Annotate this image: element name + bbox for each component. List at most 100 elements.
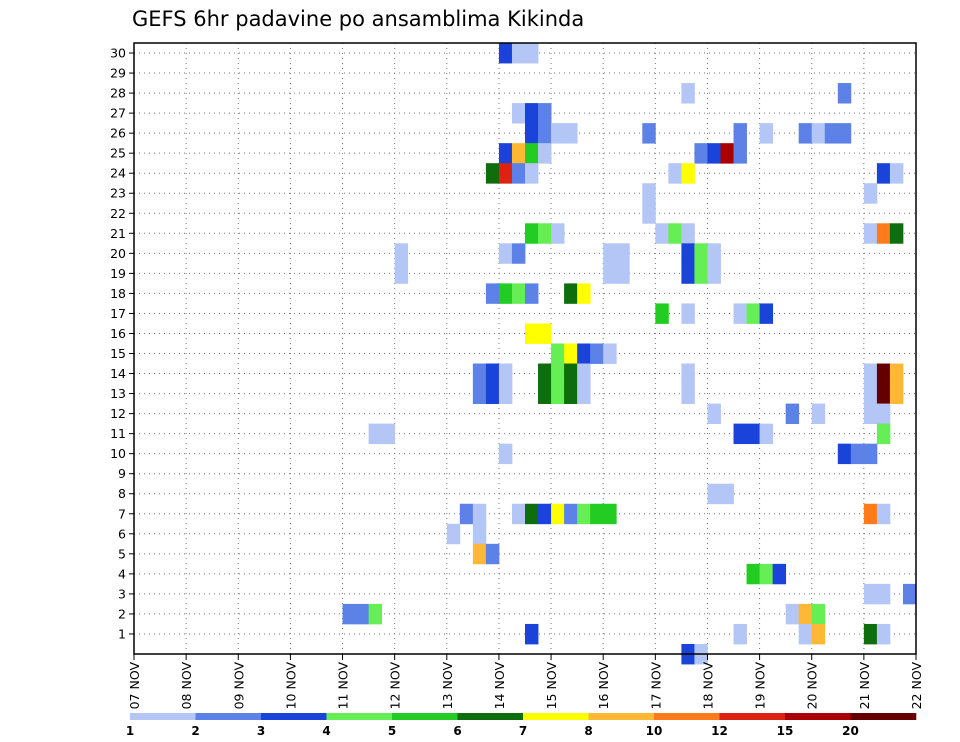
heatmap-cell: [368, 423, 383, 445]
heatmap-cell: [720, 483, 734, 505]
heatmap-cell: [837, 83, 852, 104]
legend-swatch: [523, 713, 589, 720]
y-tick-label: 26: [110, 126, 126, 141]
heatmap-cell: [498, 243, 513, 264]
heatmap-cell: [798, 603, 813, 625]
heatmap-cell: [564, 343, 578, 364]
x-tick-label: 08 NOV: [179, 662, 194, 710]
heatmap-cell: [694, 263, 708, 284]
x-tick-label: 14 NOV: [492, 662, 507, 710]
heatmap-cell: [759, 423, 774, 445]
heatmap-cell: [603, 503, 617, 525]
heatmap-cell: [551, 503, 565, 525]
heatmap-cell: [811, 623, 826, 645]
legend-label: 2: [191, 724, 199, 738]
heatmap-cell: [525, 323, 539, 344]
heatmap-cell: [837, 123, 852, 144]
legend-swatch: [850, 713, 917, 720]
heatmap-cell: [525, 223, 539, 244]
heatmap-cell: [498, 43, 513, 64]
heatmap-cell: [551, 383, 565, 404]
heatmap-cell: [485, 543, 500, 565]
heatmap-cell: [863, 503, 878, 525]
heatmap-cell: [525, 623, 539, 645]
legend-swatch: [457, 713, 524, 720]
heatmap-cell: [668, 163, 682, 184]
heatmap-cell: [889, 363, 904, 384]
heatmap-cell: [511, 283, 526, 304]
y-tick-label: 29: [110, 66, 126, 81]
heatmap-cell: [498, 383, 513, 404]
heatmap-cell: [798, 123, 813, 144]
color-legend: 1 2 3 4 5 6 7 8 10 12 15 20: [126, 713, 917, 738]
y-tick-label: 30: [110, 46, 126, 61]
heatmap-cell: [681, 303, 695, 324]
heatmap-cell: [681, 243, 695, 264]
x-tick-label: 15 NOV: [544, 662, 559, 710]
heatmap-cell: [511, 243, 526, 264]
heatmap-cell: [694, 243, 708, 264]
heatmap-cell: [538, 363, 552, 384]
heatmap-cell: [551, 343, 565, 364]
y-tick-label: 18: [110, 286, 126, 301]
x-tick-label: 20 NOV: [805, 662, 820, 710]
heatmap-cell: [564, 123, 578, 144]
y-tick-label: 7: [118, 506, 126, 521]
legend-swatch: [654, 713, 720, 720]
heatmap-cell: [876, 423, 891, 445]
y-tick-label: 25: [110, 146, 126, 161]
heatmap-cell: [485, 363, 500, 384]
heatmap-cell: [837, 443, 852, 465]
y-tick-label: 8: [118, 486, 126, 501]
heatmap-cell: [694, 143, 708, 164]
heatmap-cell: [498, 363, 513, 384]
x-tick-label: 16 NOV: [596, 662, 611, 710]
heatmap-cell: [538, 383, 552, 404]
heatmap-cell: [498, 143, 513, 164]
heatmap-cell: [603, 243, 617, 264]
legend-label: 4: [322, 724, 330, 738]
heatmap-cell: [733, 623, 747, 645]
legend-label: 6: [453, 724, 461, 738]
heatmap-cell: [863, 403, 878, 425]
y-tick-label: 13: [110, 386, 126, 401]
heatmap-cell: [564, 503, 578, 525]
heatmap-cell: [525, 283, 539, 304]
heatmap-cell: [863, 183, 878, 204]
heatmap-cell: [511, 43, 526, 64]
chart-title: GEFS 6hr padavine po ansamblima Kikinda: [132, 7, 584, 31]
x-tick-label: 18 NOV: [700, 662, 715, 710]
y-tick-label: 21: [110, 226, 126, 241]
heatmap-cell: [863, 363, 878, 384]
heatmap-cell: [355, 603, 369, 625]
heatmap-cell: [551, 223, 565, 244]
y-tick-label: 15: [110, 346, 126, 361]
heatmap-cell: [642, 123, 656, 144]
x-tick-label: 21 NOV: [857, 662, 872, 710]
heatmap-cell: [863, 443, 878, 465]
heatmap-cell: [446, 523, 461, 545]
legend-swatch: [195, 713, 262, 720]
y-tick-label: 28: [110, 86, 126, 101]
heatmap-cell: [485, 283, 500, 304]
heatmap-cell: [577, 363, 591, 384]
heatmap-cell: [746, 423, 760, 445]
heatmap-cell: [538, 103, 552, 124]
heatmap-cell: [889, 163, 904, 184]
legend-label: 15: [777, 724, 794, 738]
heatmap-cell: [785, 403, 800, 425]
y-tick-label: 4: [118, 566, 126, 581]
heatmap-cell: [876, 223, 891, 244]
heatmap-cell: [511, 163, 526, 184]
heatmap-cell: [616, 243, 630, 264]
heatmap-cell: [707, 483, 721, 505]
x-tick-label: 13 NOV: [440, 662, 455, 710]
legend-swatch: [588, 713, 655, 720]
x-tick-label: 09 NOV: [231, 662, 246, 710]
heatmap-cell: [538, 123, 552, 144]
heatmap-cell: [525, 143, 539, 164]
heatmap-cell: [759, 563, 774, 585]
heatmap-cell: [681, 83, 695, 104]
legend-label: 8: [584, 724, 592, 738]
